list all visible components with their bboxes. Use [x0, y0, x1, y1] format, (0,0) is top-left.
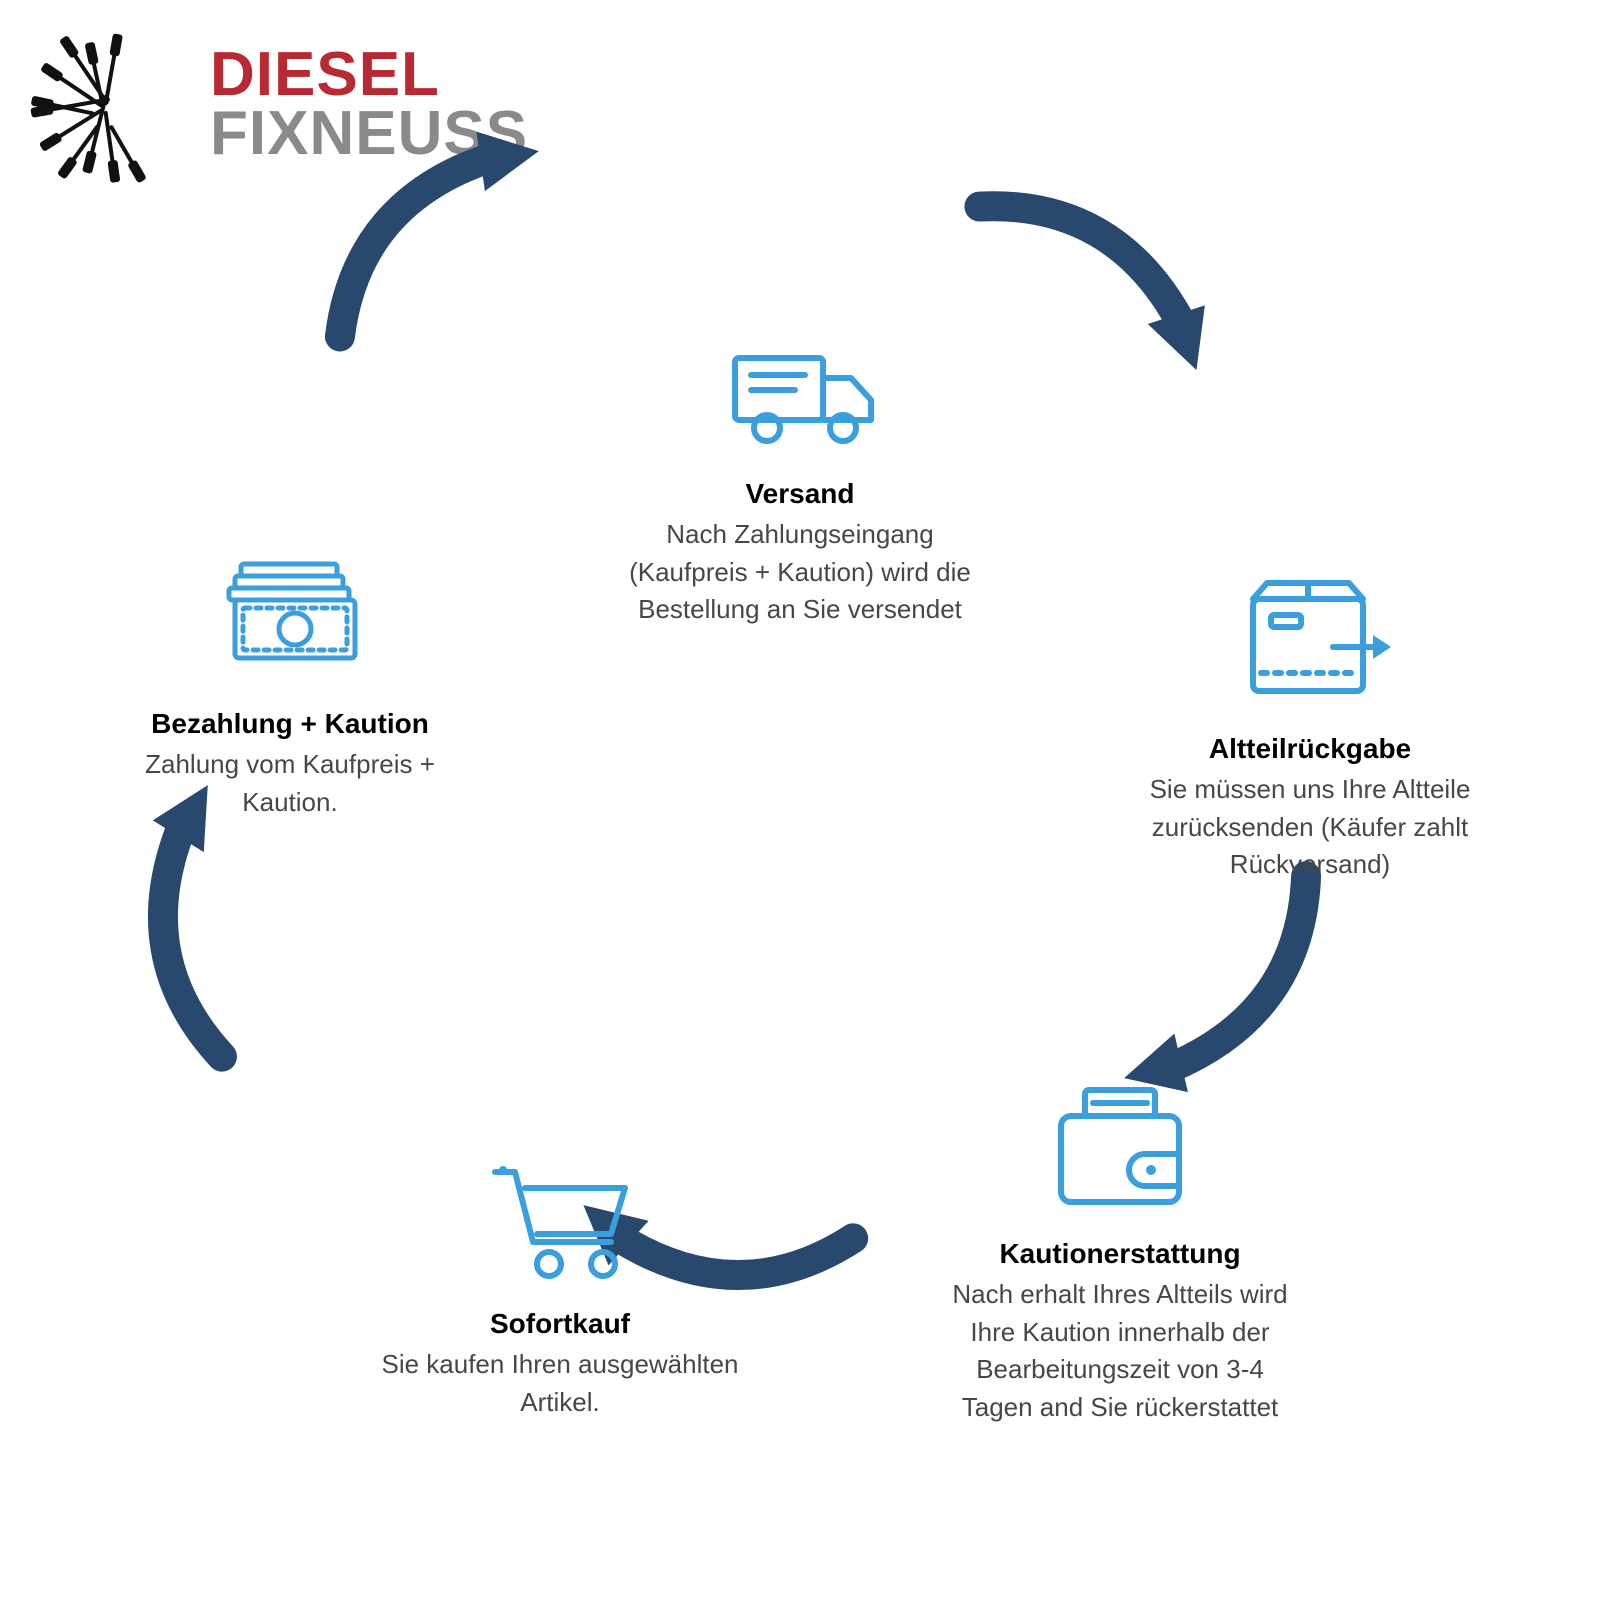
step-title: Kautionerstattung [940, 1238, 1300, 1270]
truck-icon [620, 300, 980, 470]
step-description: Nach erhalt Ihres Altteils wird Ihre Kau… [940, 1276, 1300, 1427]
return-box-icon [1130, 555, 1490, 725]
step-title: Sofortkauf [380, 1308, 740, 1340]
step-title: Versand [620, 478, 980, 510]
cart-icon [380, 1130, 740, 1300]
step-description: Nach Zahlungseingang (Kaufpreis + Kautio… [620, 516, 980, 629]
step-description: Sie müssen uns Ihre Altteile zurücksende… [1130, 771, 1490, 884]
step-description: Zahlung vom Kaufpreis + Kaution. [110, 746, 470, 821]
money-stack-icon [110, 530, 470, 700]
step-title: Altteilrückgabe [1130, 733, 1490, 765]
step-kautionerstattung: Kautionerstattung Nach erhalt Ihres Altte… [940, 1060, 1300, 1427]
step-description: Sie kaufen Ihren ausgewählten Artikel. [380, 1346, 740, 1421]
logo-line-1: DIESEL [210, 46, 528, 105]
wallet-icon [940, 1060, 1300, 1230]
step-sofortkauf: Sofortkauf Sie kaufen Ihren ausgewählten … [380, 1130, 740, 1421]
logo-mark-icon [30, 30, 180, 180]
step-altteilrueckgabe: Altteilrückgabe Sie müssen uns Ihre Altte… [1130, 555, 1490, 884]
step-title: Bezahlung + Kaution [110, 708, 470, 740]
step-bezahlung: Bezahlung + Kaution Zahlung vom Kaufpreis… [110, 530, 470, 821]
cycle-arrow-icon [277, 109, 578, 410]
step-versand: Versand Nach Zahlungseingang (Kaufpreis +… [620, 300, 980, 629]
